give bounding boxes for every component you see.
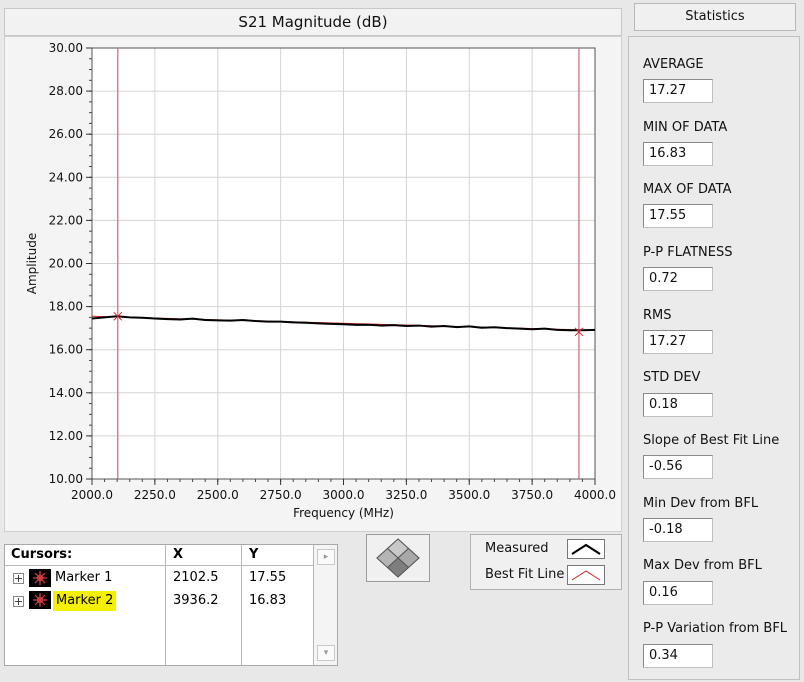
cursor-y-marker-1: 17.55 bbox=[249, 570, 287, 585]
cursor-y-marker-2: 16.83 bbox=[249, 593, 287, 608]
legend-label-measured: Measured bbox=[485, 541, 549, 556]
s21-chart: 10.00 12.00 14.00 16.00 18.00 20.00 22.00 24.00… bbox=[25, 41, 616, 520]
stat-value-rms: 17.27 bbox=[643, 330, 713, 354]
legend-label-best-fit: Best Fit Line bbox=[485, 567, 565, 582]
y-tick-label: 14.00 bbox=[49, 386, 83, 400]
x-tick-label: 3750.0 bbox=[511, 488, 553, 502]
legend-swatch-best-fit[interactable] bbox=[567, 565, 605, 585]
cursor-header-x: X bbox=[173, 547, 184, 562]
stat-label-std-dev: STD DEV bbox=[643, 370, 701, 385]
stat-value-max-dev-bfl: 0.16 bbox=[643, 581, 713, 605]
y-tick-label: 18.00 bbox=[49, 300, 83, 314]
cursor-header-name: Cursors: bbox=[11, 547, 73, 562]
stat-label-max-of-data: MAX OF DATA bbox=[643, 182, 732, 197]
scroll-right-icon[interactable]: ▸ bbox=[317, 549, 335, 565]
expand-icon[interactable] bbox=[13, 573, 24, 584]
stat-value-min-of-data: 16.83 bbox=[643, 142, 713, 166]
statistics-header: Statistics bbox=[634, 3, 796, 31]
plot-legend[interactable]: Measured Best Fit Line bbox=[470, 534, 622, 590]
stat-label-min-dev-bfl: Min Dev from BFL bbox=[643, 496, 759, 511]
expand-icon[interactable] bbox=[13, 596, 24, 607]
cursor-table[interactable]: Cursors: X Y ▸ ▾ Marker 1 2102.5 17.55 M… bbox=[4, 544, 338, 666]
y-tick-label: 26.00 bbox=[49, 127, 83, 141]
cursor-move-button[interactable] bbox=[366, 534, 430, 582]
y-tick-label: 10.00 bbox=[49, 472, 83, 486]
stat-label-max-dev-bfl: Max Dev from BFL bbox=[643, 558, 762, 573]
scroll-down-icon[interactable]: ▾ bbox=[317, 645, 335, 661]
y-tick-label: 16.00 bbox=[49, 343, 83, 357]
y-tick-label: 22.00 bbox=[49, 213, 83, 227]
stat-label-slope-bfl: Slope of Best Fit Line bbox=[643, 433, 780, 448]
stat-label-average: AVERAGE bbox=[643, 57, 704, 72]
y-tick-label: 12.00 bbox=[49, 429, 83, 443]
stat-value-average: 17.27 bbox=[643, 79, 713, 103]
legend-swatch-measured[interactable] bbox=[567, 539, 605, 559]
cursor-header-y: Y bbox=[249, 547, 259, 562]
y-tick-label: 30.00 bbox=[49, 41, 83, 55]
cursor-x-marker-1: 2102.5 bbox=[173, 570, 219, 585]
column-divider bbox=[165, 545, 166, 665]
graph-title: S21 Magnitude (dB) bbox=[4, 8, 622, 36]
y-tick-label: 20.00 bbox=[49, 257, 83, 271]
x-tick-label: 3250.0 bbox=[385, 488, 427, 502]
y-tick-label: 24.00 bbox=[49, 170, 83, 184]
stat-label-min-of-data: MIN OF DATA bbox=[643, 120, 728, 135]
column-divider bbox=[241, 545, 242, 665]
x-tick-label: 2250.0 bbox=[134, 488, 176, 502]
x-tick-label: 4000.0 bbox=[574, 488, 616, 502]
y-axis-label: Amplitude bbox=[25, 233, 39, 295]
marker-1-cursor-icon[interactable] bbox=[29, 569, 51, 587]
stat-value-slope-bfl: -0.56 bbox=[643, 455, 713, 479]
y-tick-label: 28.00 bbox=[49, 84, 83, 98]
measured-trace bbox=[91, 315, 596, 332]
plot-area: 10.00 12.00 14.00 16.00 18.00 20.00 22.00 24.00… bbox=[4, 36, 622, 532]
marker-2-cursor-icon[interactable] bbox=[29, 591, 51, 609]
stat-label-pp-variation-bfl: P-P Variation from BFL bbox=[643, 621, 788, 636]
stat-value-std-dev: 0.18 bbox=[643, 393, 713, 417]
x-tick-label: 3500.0 bbox=[448, 488, 490, 502]
table-scrollbar[interactable]: ▸ ▾ bbox=[314, 545, 337, 665]
x-tick-label: 2500.0 bbox=[197, 488, 239, 502]
cursor-point-marker-2 bbox=[574, 327, 584, 337]
cursor-point-marker-1 bbox=[113, 311, 123, 321]
stat-label-rms: RMS bbox=[643, 308, 672, 323]
x-tick-label: 2000.0 bbox=[71, 488, 113, 502]
stat-label-pp-flatness: P-P FLATNESS bbox=[643, 245, 733, 260]
stat-value-max-of-data: 17.55 bbox=[643, 204, 713, 228]
column-divider bbox=[313, 545, 314, 665]
cursor-name-marker-2[interactable]: Marker 2 bbox=[53, 591, 117, 611]
diamond-arrows-icon bbox=[376, 538, 420, 578]
cursor-name-marker-1[interactable]: Marker 1 bbox=[55, 570, 113, 585]
x-tick-label: 2750.0 bbox=[260, 488, 302, 502]
x-axis-label: Frequency (MHz) bbox=[293, 506, 394, 520]
stat-value-pp-variation-bfl: 0.34 bbox=[643, 644, 713, 668]
x-tick-label: 3000.0 bbox=[323, 488, 365, 502]
stat-value-pp-flatness: 0.72 bbox=[643, 267, 713, 291]
header-divider bbox=[5, 565, 337, 566]
cursor-x-marker-2: 3936.2 bbox=[173, 593, 219, 608]
stat-value-min-dev-bfl: -0.18 bbox=[643, 518, 713, 542]
